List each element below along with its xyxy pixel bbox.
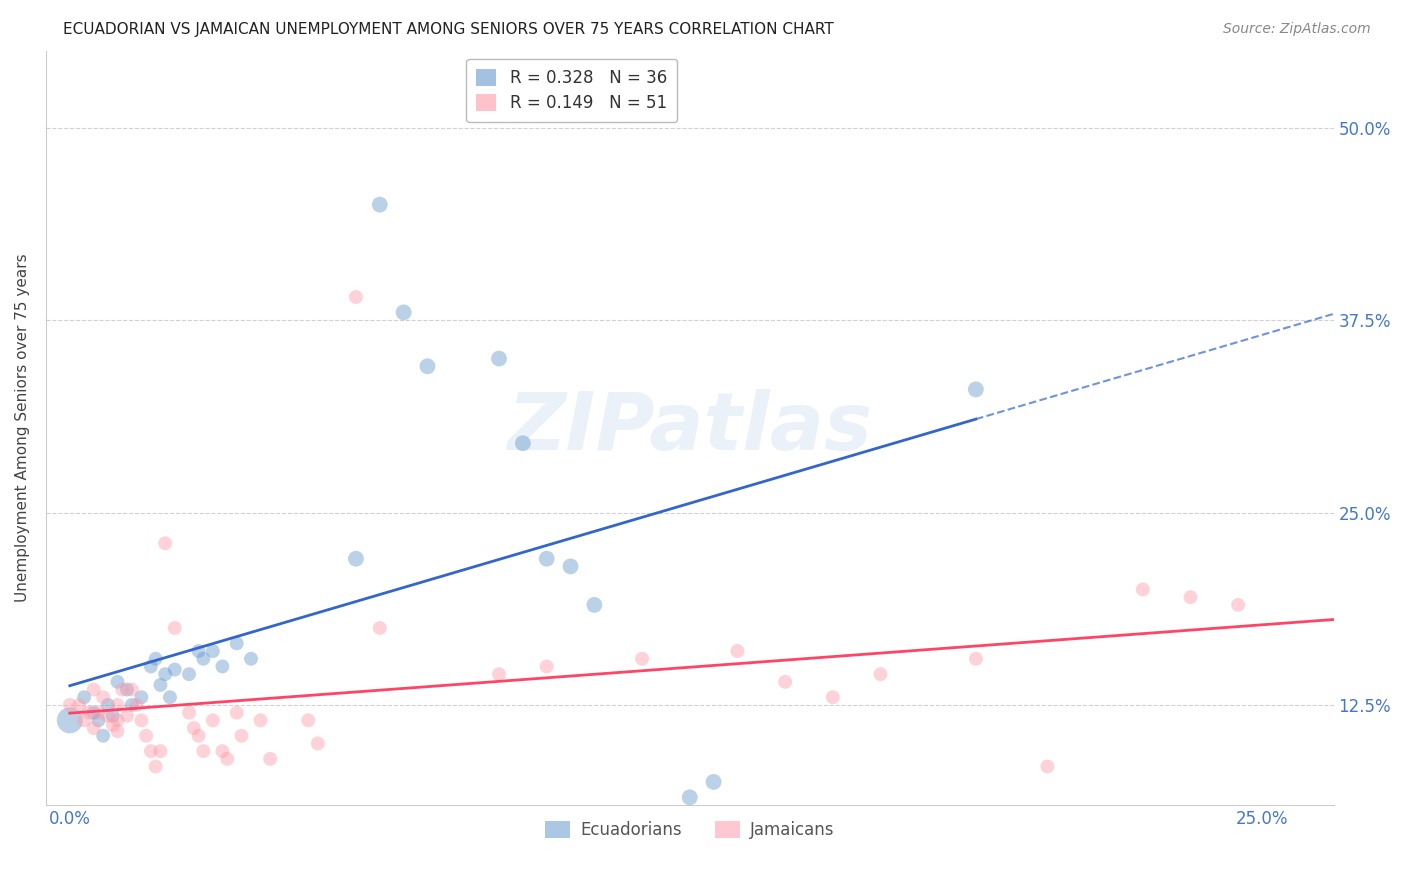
Text: Source: ZipAtlas.com: Source: ZipAtlas.com — [1223, 22, 1371, 37]
Point — [217, 752, 239, 766]
Point — [145, 652, 167, 666]
Point — [87, 706, 110, 720]
Point — [368, 621, 391, 635]
Point — [121, 698, 143, 712]
Point — [107, 674, 129, 689]
Point — [1180, 590, 1202, 604]
Point — [83, 721, 105, 735]
Point — [965, 383, 987, 397]
Point — [297, 714, 319, 728]
Point — [149, 678, 172, 692]
Point — [59, 698, 82, 712]
Point — [965, 652, 987, 666]
Point — [225, 706, 247, 720]
Point — [821, 690, 844, 705]
Point — [125, 698, 148, 712]
Point — [73, 690, 96, 705]
Point — [83, 682, 105, 697]
Point — [259, 752, 281, 766]
Point — [193, 652, 215, 666]
Point — [344, 290, 367, 304]
Point — [536, 659, 558, 673]
Point — [249, 714, 271, 728]
Point — [368, 197, 391, 211]
Point — [107, 724, 129, 739]
Point — [59, 714, 82, 728]
Point — [97, 698, 120, 712]
Point — [416, 359, 439, 374]
Text: ZIPatlas: ZIPatlas — [508, 389, 872, 467]
Point — [101, 708, 124, 723]
Point — [703, 775, 725, 789]
Point — [101, 718, 124, 732]
Point — [153, 536, 176, 550]
Point — [1227, 598, 1250, 612]
Point — [869, 667, 891, 681]
Point — [488, 667, 510, 681]
Point — [73, 714, 96, 728]
Point — [583, 598, 606, 612]
Point — [83, 706, 105, 720]
Point — [560, 559, 582, 574]
Point — [115, 708, 138, 723]
Point — [344, 551, 367, 566]
Point — [225, 636, 247, 650]
Point — [153, 667, 176, 681]
Point — [679, 790, 702, 805]
Point — [773, 674, 796, 689]
Point — [177, 706, 200, 720]
Point — [97, 708, 120, 723]
Point — [1132, 582, 1154, 597]
Point — [211, 744, 233, 758]
Point — [201, 644, 224, 658]
Point — [145, 759, 167, 773]
Point — [193, 744, 215, 758]
Text: ECUADORIAN VS JAMAICAN UNEMPLOYMENT AMONG SENIORS OVER 75 YEARS CORRELATION CHAR: ECUADORIAN VS JAMAICAN UNEMPLOYMENT AMON… — [63, 22, 834, 37]
Point — [87, 714, 110, 728]
Point — [67, 698, 90, 712]
Point — [131, 714, 153, 728]
Point — [139, 659, 162, 673]
Point — [187, 729, 209, 743]
Point — [512, 436, 534, 450]
Point — [725, 644, 748, 658]
Point — [107, 698, 129, 712]
Point — [163, 621, 186, 635]
Point — [231, 729, 253, 743]
Point — [121, 682, 143, 697]
Point — [135, 729, 157, 743]
Point — [240, 652, 263, 666]
Point — [91, 690, 114, 705]
Point — [177, 667, 200, 681]
Point — [131, 690, 153, 705]
Point — [201, 714, 224, 728]
Point — [139, 744, 162, 758]
Point — [159, 690, 181, 705]
Point — [536, 551, 558, 566]
Point — [631, 652, 654, 666]
Point — [149, 744, 172, 758]
Point — [115, 682, 138, 697]
Point — [183, 721, 205, 735]
Point — [307, 736, 329, 750]
Point — [392, 305, 415, 319]
Point — [187, 644, 209, 658]
Point — [211, 659, 233, 673]
Point — [1036, 759, 1059, 773]
Point — [488, 351, 510, 366]
Point — [111, 682, 134, 697]
Y-axis label: Unemployment Among Seniors over 75 years: Unemployment Among Seniors over 75 years — [15, 253, 30, 602]
Point — [163, 663, 186, 677]
Point — [91, 729, 114, 743]
Point — [77, 706, 100, 720]
Legend: Ecuadorians, Jamaicans: Ecuadorians, Jamaicans — [538, 814, 841, 846]
Point — [107, 714, 129, 728]
